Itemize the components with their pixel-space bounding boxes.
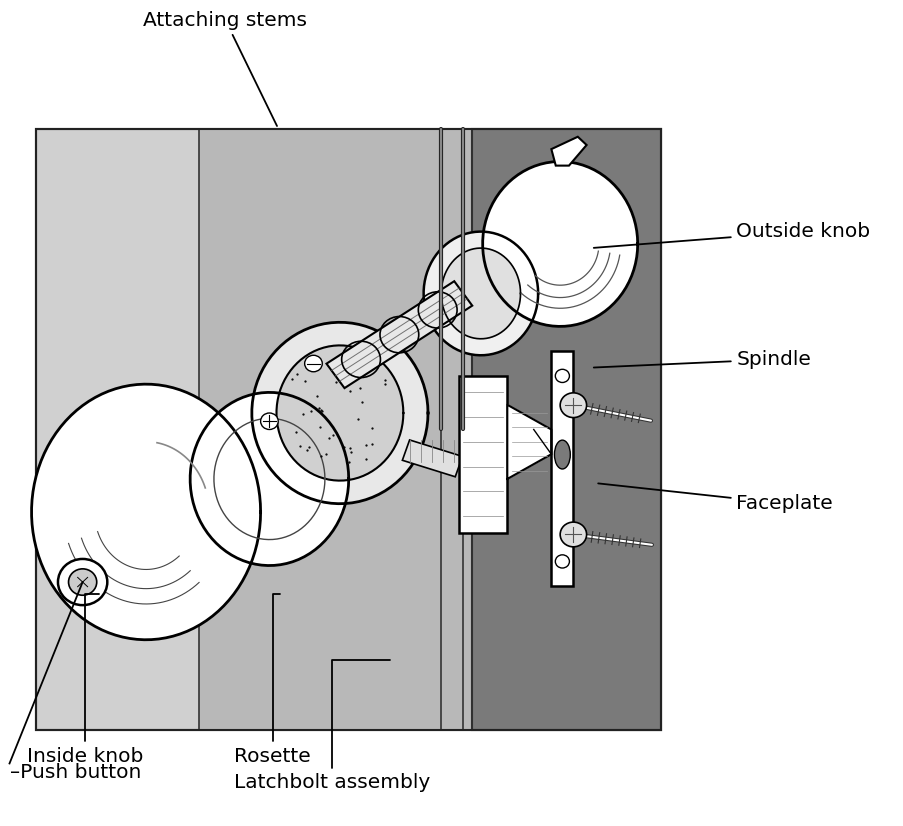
Text: Spindle: Spindle [593, 350, 810, 369]
Polygon shape [276, 345, 403, 481]
Polygon shape [441, 248, 520, 339]
Polygon shape [402, 440, 462, 477]
Polygon shape [32, 384, 260, 640]
Polygon shape [252, 322, 427, 504]
Bar [551, 351, 573, 586]
Circle shape [554, 555, 569, 568]
Ellipse shape [554, 440, 570, 469]
Circle shape [554, 369, 569, 382]
Circle shape [260, 413, 278, 430]
Circle shape [560, 393, 586, 418]
Text: Outside knob: Outside knob [593, 222, 870, 248]
Bar [199, 129, 471, 730]
Text: Inside knob: Inside knob [27, 595, 144, 766]
Polygon shape [190, 392, 349, 566]
Text: Faceplate: Faceplate [598, 483, 833, 513]
Circle shape [69, 569, 97, 596]
Text: Latchbolt assembly: Latchbolt assembly [234, 660, 430, 792]
Polygon shape [424, 231, 537, 355]
Text: –Push button: –Push button [10, 763, 141, 782]
Bar [36, 129, 661, 730]
Bar [459, 376, 507, 533]
Polygon shape [551, 137, 586, 166]
Circle shape [560, 522, 586, 547]
Bar [471, 129, 661, 730]
Circle shape [58, 559, 107, 605]
Text: Rosette: Rosette [234, 595, 311, 766]
Polygon shape [326, 281, 471, 388]
Text: Attaching stems: Attaching stems [144, 11, 307, 126]
Circle shape [304, 355, 322, 372]
Polygon shape [507, 405, 551, 479]
Bar [36, 129, 661, 730]
Polygon shape [482, 162, 637, 326]
